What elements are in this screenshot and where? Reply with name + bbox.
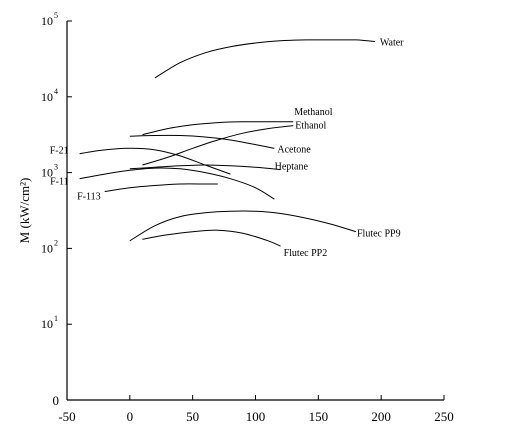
x-tick-label: 250 [434, 409, 454, 424]
series-line-f-11 [79, 167, 275, 200]
y-tick-label: 10 [41, 90, 53, 104]
series-line-heptane [129, 164, 281, 171]
series-line-flutec-pp9 [129, 210, 357, 242]
series-label-flutec-pp2: Flutec PP2 [284, 248, 328, 259]
y-tick-label: 10 [41, 317, 53, 331]
series-group: Water Methanol Ethanol Acetone Heptane F-21 F-… [50, 38, 404, 260]
series-line-ethanol [142, 125, 294, 166]
y-tick-exponent: 5 [54, 11, 58, 20]
x-tick-label: 100 [246, 409, 266, 424]
x-tick-label: 50 [186, 409, 199, 424]
x-tick-label: 200 [371, 409, 391, 424]
y-axis-title: M (kW/cm²) [17, 178, 32, 244]
y-tick-label: 10 [41, 166, 53, 180]
series-line-f-113 [104, 183, 218, 192]
y-tick-exponent: 3 [54, 163, 58, 172]
series-label-water: Water [380, 38, 404, 49]
y-tick-exponent: 4 [54, 87, 58, 96]
x-ticks: -50 0 50 100 150 200 250 [58, 395, 454, 424]
y-tick-label: 0 [53, 393, 60, 408]
series-label-heptane: Heptane [275, 162, 309, 173]
x-tick-label: 150 [309, 409, 329, 424]
y-tick-label: 10 [41, 241, 53, 255]
axes [66, 21, 444, 401]
series-label-f-11: F-11 [50, 177, 69, 188]
series-label-flutec-pp9: Flutec PP9 [357, 229, 401, 240]
series-line-flutec-pp2 [142, 229, 281, 247]
series-line-methanol [142, 121, 294, 136]
series-label-f-21: F-21 [50, 146, 69, 157]
y-tick-label: 10 [41, 14, 53, 28]
series-label-f-113: F-113 [77, 192, 101, 203]
series-line-acetone [129, 134, 275, 149]
y-tick-exponent: 1 [54, 314, 58, 323]
series-label-methanol: Methanol [294, 107, 333, 118]
x-tick-label: 0 [127, 409, 134, 424]
y-tick-exponent: 2 [54, 238, 58, 247]
series-label-acetone: Acetone [277, 144, 311, 155]
series-label-ethanol: Ethanol [295, 121, 326, 132]
series-line-f-21 [79, 147, 231, 175]
x-tick-label: -50 [58, 409, 75, 424]
series-line-water [154, 39, 375, 79]
